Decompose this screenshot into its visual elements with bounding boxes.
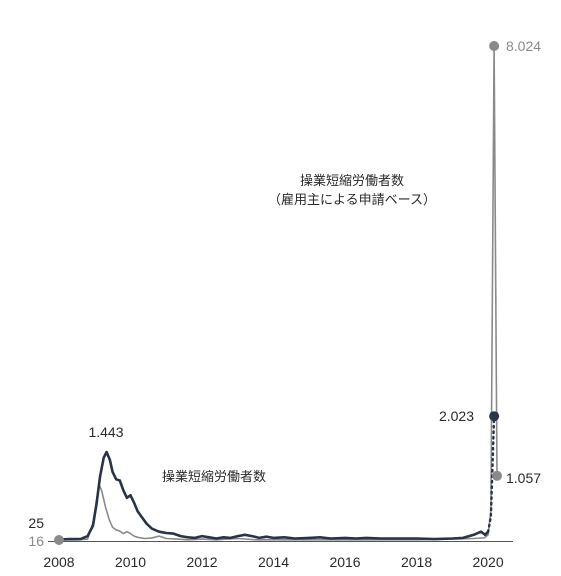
x-tick-2012: 2012 [186, 554, 217, 570]
x-tick-2016: 2016 [329, 554, 360, 570]
marker-dark-end [489, 411, 500, 422]
series-line-dark [58, 450, 490, 541]
markers-layer [54, 41, 502, 546]
x-tick-2010: 2010 [115, 554, 146, 570]
marker-grey-last [492, 470, 502, 481]
x-tick-2018: 2018 [401, 554, 432, 570]
x-tick-2008: 2008 [43, 554, 74, 570]
series-label-grey-line2: （雇用主による申請ベース） [268, 192, 436, 207]
label-end-grey-last: 1.057 [506, 470, 541, 486]
series-line-dark-dotted [486, 415, 496, 533]
series-label-dark: 操業短縮労働者数 [162, 469, 266, 484]
marker-grey-peak [489, 41, 500, 51]
label-start-dark: 25 [28, 515, 44, 531]
x-tick-labels: 2008 2010 2012 2014 2016 2018 2020 [43, 554, 503, 570]
marker-start-grey [54, 535, 64, 546]
x-tick-2014: 2014 [258, 554, 289, 570]
series-label-grey-line1: 操業短縮労働者数 [300, 173, 404, 188]
label-peak-2009: 1.443 [88, 424, 123, 440]
label-start-grey: 16 [28, 533, 44, 549]
series-layer [58, 45, 498, 541]
x-tick-2020: 2020 [472, 554, 503, 570]
label-end-grey-peak: 8.024 [506, 38, 541, 54]
series-line-grey [58, 45, 498, 541]
label-end-dark: 2.023 [439, 408, 474, 424]
